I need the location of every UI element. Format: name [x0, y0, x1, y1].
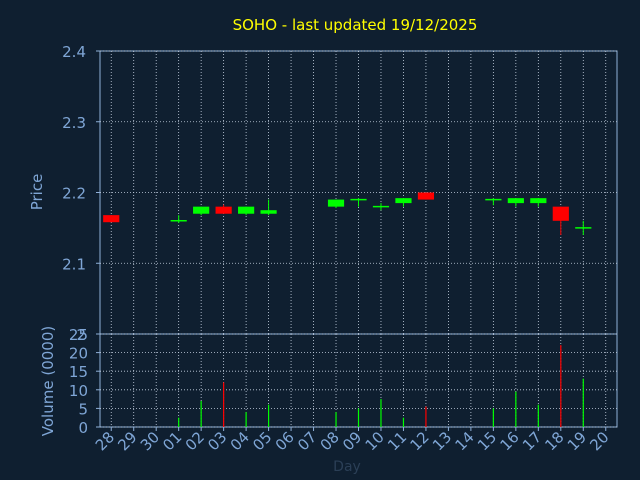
- candle-body: [417, 192, 435, 200]
- price-tick-label: 2.1: [62, 255, 86, 273]
- volume-tick-label: 25: [69, 326, 88, 344]
- day-tick-labels: 2829300102030405060708091011121314151617…: [92, 427, 613, 454]
- volume-bars: [178, 345, 584, 427]
- price-tick-label: 2.2: [62, 185, 86, 203]
- volume-tick-label: 5: [78, 400, 88, 418]
- volume-tick-label: 0: [78, 419, 88, 437]
- price-tick-label: 2: [76, 326, 86, 344]
- candle-body: [103, 215, 120, 223]
- price-axis-label: Price: [28, 174, 46, 211]
- price-tick-labels: 2.4 2.3 2.2 2.1 2: [62, 43, 86, 344]
- day-tick-label: 20: [586, 428, 612, 454]
- candle-body: [260, 210, 277, 214]
- volume-tick-label: 10: [69, 382, 88, 400]
- candle-body: [193, 206, 210, 214]
- volume-axis-label: Volume (0000): [39, 326, 57, 436]
- chart-title: SOHO - last updated 19/12/2025: [233, 16, 478, 34]
- day-axis-label: Day: [333, 459, 361, 475]
- candle-body: [215, 206, 232, 214]
- candle-body: [238, 206, 255, 214]
- price-gridlines: [96, 50, 617, 335]
- volume-tick-label: 20: [69, 345, 88, 363]
- candle-body: [530, 198, 547, 204]
- price-candles: [103, 192, 592, 235]
- price-tick-label: 2.4: [62, 43, 86, 61]
- candle-body: [327, 199, 345, 207]
- candle-body: [507, 198, 524, 204]
- candle-body: [552, 206, 569, 221]
- candle-body: [395, 198, 412, 204]
- price-tick-label: 2.3: [62, 114, 86, 132]
- volume-tick-label: 15: [69, 363, 88, 381]
